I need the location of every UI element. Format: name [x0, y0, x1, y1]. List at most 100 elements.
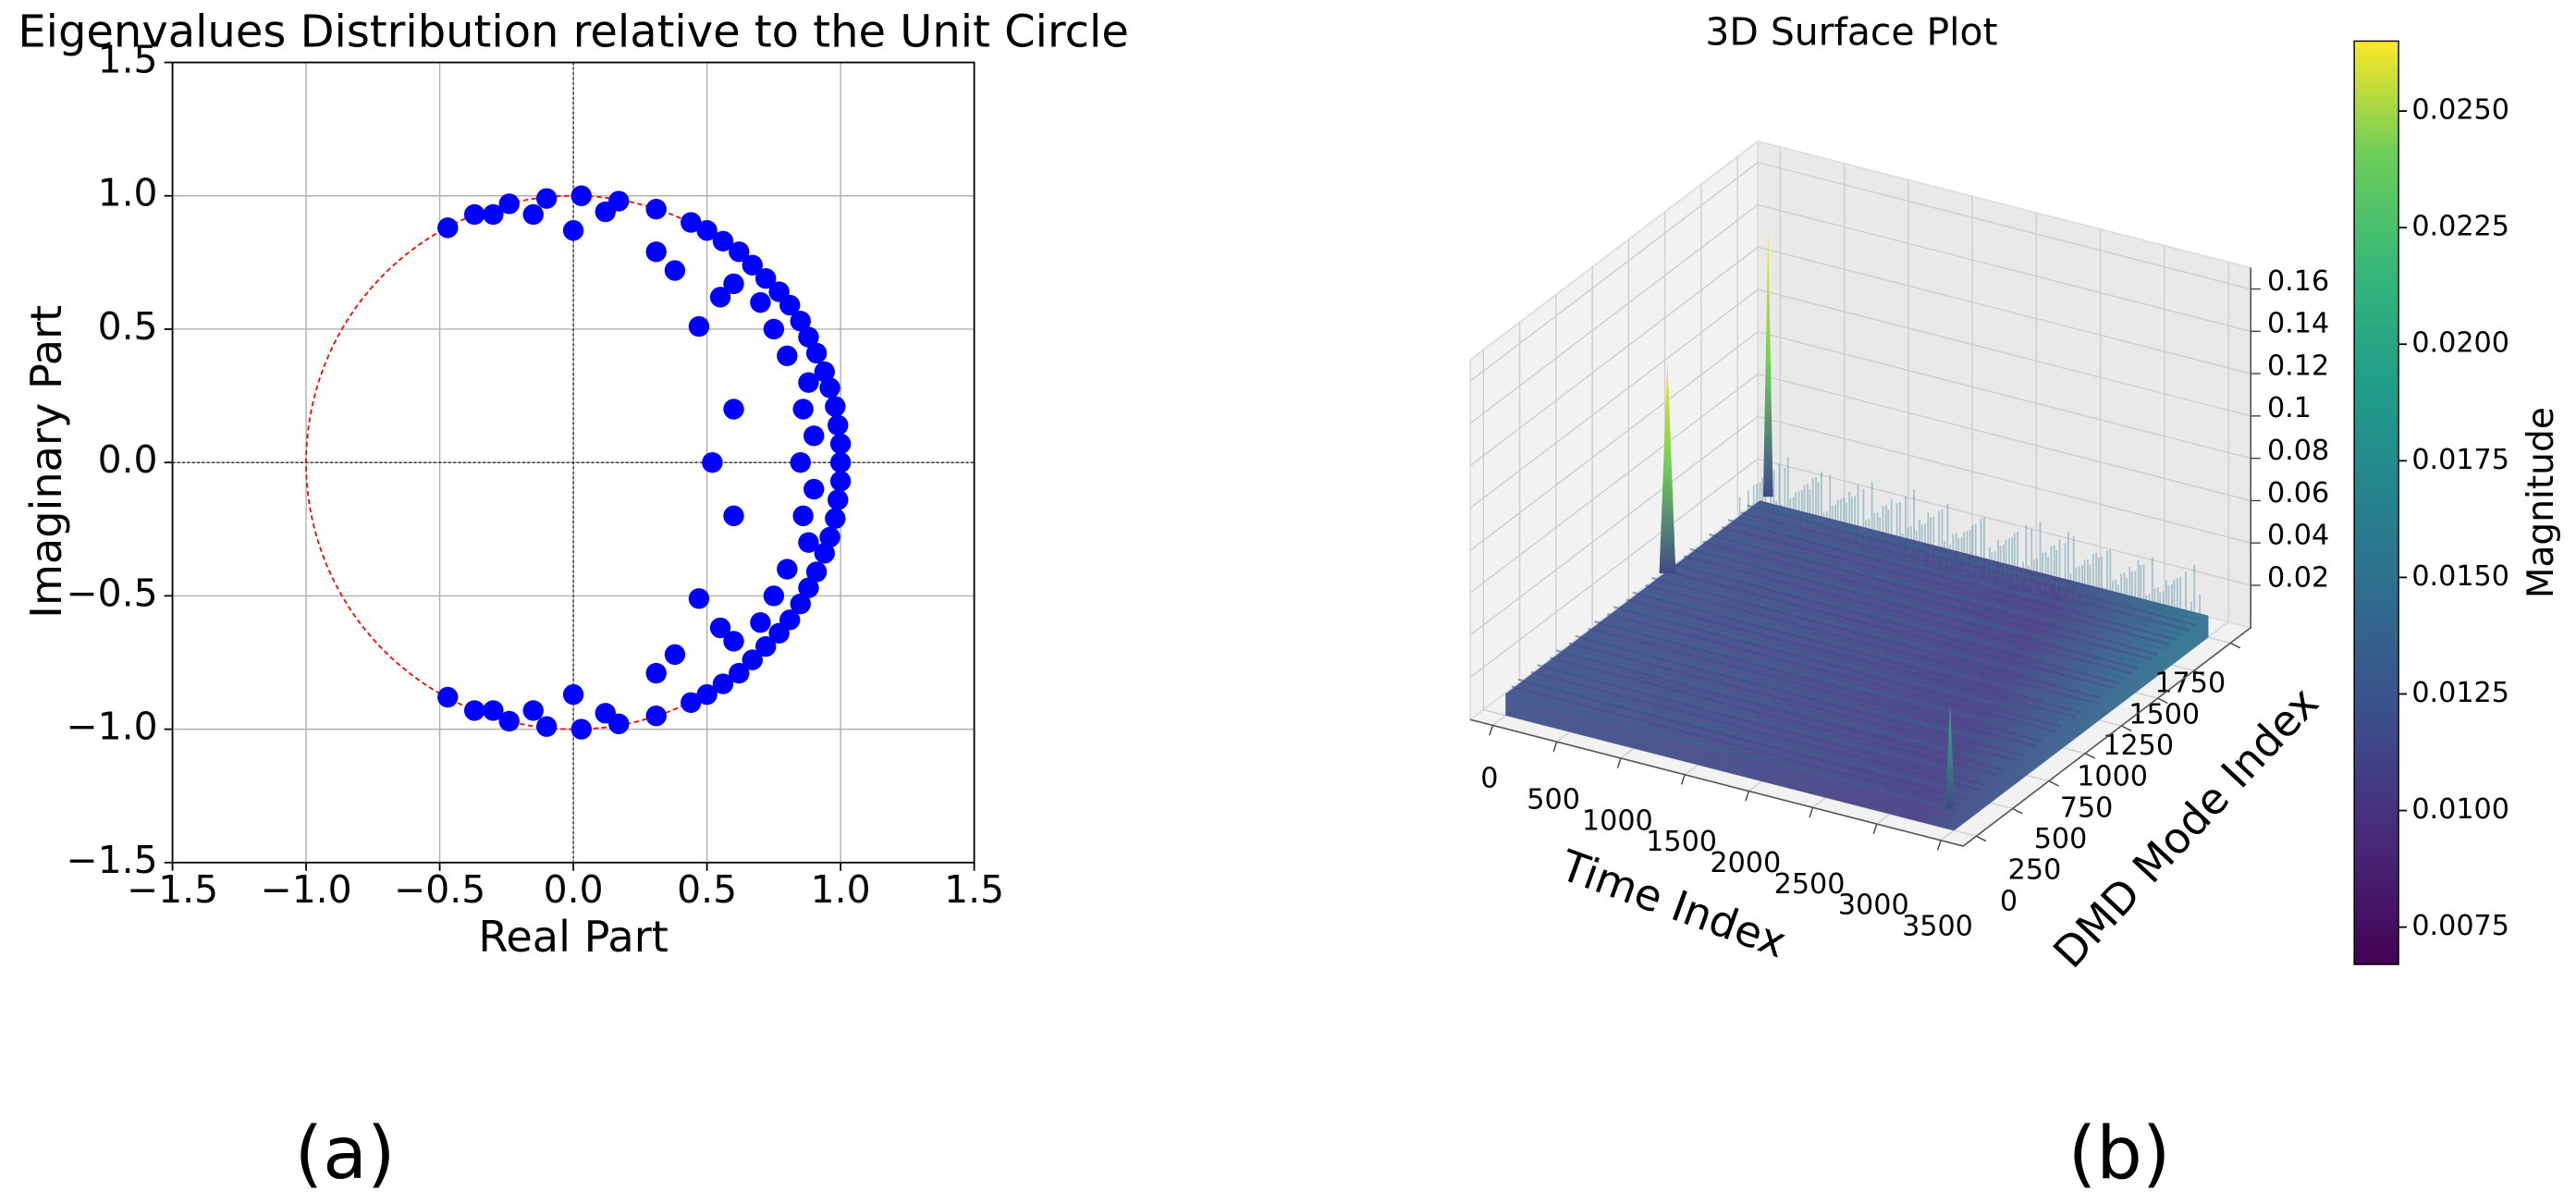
y-tick-label: 1750	[2154, 668, 2226, 700]
tick-mark	[1936, 840, 1942, 851]
colorbar-tick-label: 0.0175	[2411, 444, 2509, 476]
eigenvalue-point	[829, 433, 852, 455]
eigenvalue-point	[522, 700, 544, 721]
eigenvalue-point	[790, 311, 811, 332]
surface-streak	[1511, 685, 1961, 805]
surface-streak	[1550, 657, 1999, 777]
x-tick-label: 1500	[1646, 826, 1717, 858]
eigenvalue-point	[688, 315, 710, 338]
eigenvalue-point	[729, 241, 750, 263]
surface-streak	[1702, 540, 2152, 660]
eigenvalue-point	[595, 703, 616, 724]
eigenvalue-point	[681, 692, 702, 713]
eigenvalue-point	[688, 588, 710, 609]
eigenvalue-point	[755, 636, 777, 657]
surface-streak	[1607, 613, 2056, 733]
eigenvalue-point	[723, 399, 744, 420]
z-tick-label: 0.12	[2267, 350, 2329, 382]
y-tick-label: 0.0	[98, 437, 158, 482]
eigenvalue-point	[562, 683, 584, 706]
eigenvalue-point	[829, 471, 852, 492]
colorbar-tick-label: 0.0100	[2411, 793, 2509, 826]
surface-streak	[1714, 533, 2165, 651]
tick-mark	[1976, 835, 1987, 842]
surface-streak	[1638, 591, 2088, 709]
eigenvalue-point	[792, 505, 814, 527]
eigenvalue-point	[463, 700, 485, 721]
eigenvalue-point	[483, 203, 504, 226]
surface-streak	[1530, 670, 1981, 792]
x-tick-label: 1000	[1582, 804, 1653, 837]
eigenvalue-point	[750, 291, 771, 313]
eigenvalue-point	[819, 377, 840, 399]
eigenvalue-point	[723, 505, 744, 527]
eigenvalue-point	[798, 326, 819, 348]
surface-streak	[1740, 511, 2190, 632]
eigenvalue-point	[825, 396, 846, 417]
eigenvalue-point	[437, 686, 459, 708]
z-tick-label: 0.02	[2267, 561, 2329, 594]
eigenvalue-point	[742, 649, 763, 670]
grid-line	[1469, 415, 1759, 636]
eigenvalue-point	[696, 683, 718, 706]
plot-frame	[171, 61, 975, 864]
eigenvalue-point	[562, 220, 584, 241]
eigenvalue-point	[777, 559, 798, 580]
surface-streak	[1663, 570, 2114, 690]
surface-streak	[1625, 598, 2076, 718]
grid-line	[1469, 288, 1759, 509]
grid-line	[1757, 458, 2251, 586]
grid-line	[1757, 246, 2251, 374]
surface-streak	[1517, 678, 1968, 801]
tick-mark	[1616, 757, 1622, 768]
eigenvalue-point	[798, 577, 819, 598]
surface-streak	[1696, 547, 2145, 666]
eigenvalue-point	[709, 287, 731, 308]
grid-line	[1469, 374, 1759, 594]
tick-mark	[2157, 697, 2168, 705]
tick-mark	[2048, 780, 2059, 787]
eigenvalue-point	[792, 399, 814, 420]
x-tick-label: 2000	[1710, 847, 1781, 879]
grid-line	[1757, 331, 2251, 460]
surface-streak	[1581, 634, 2031, 753]
eigenvalue-point	[702, 451, 723, 473]
chart-title: 3D Surface Plot	[1705, 9, 1997, 54]
z-tick-label: 0.1	[2267, 392, 2312, 424]
tick-mark	[1680, 774, 1686, 785]
eigenvalue-point	[437, 217, 459, 239]
surface-streak	[1543, 664, 1993, 781]
z-tick-label: 0.06	[2267, 477, 2329, 509]
surface-streak	[1594, 620, 2043, 743]
surface-streak	[1721, 526, 2171, 646]
tick-mark	[1809, 807, 1814, 818]
grid-line	[1469, 331, 1759, 551]
tick-mark	[2084, 753, 2096, 759]
eigenvalue-point	[570, 185, 592, 206]
z-tick-label: 0.14	[2267, 308, 2329, 340]
tick-mark	[2121, 725, 2132, 731]
eigenvalue-point	[463, 203, 485, 226]
eigenvalue-point	[712, 230, 734, 252]
eigenvalue-point	[814, 361, 835, 383]
eigenvalue-point	[723, 631, 744, 652]
y-tick-label: 1.5	[98, 38, 158, 82]
tick-mark	[1872, 823, 1878, 834]
eigenvalue-point	[664, 260, 686, 281]
y-tick-label: 750	[2060, 792, 2114, 824]
eigenvalue-point	[498, 193, 520, 215]
surface-streak	[1619, 606, 2069, 723]
eigenvalue-point	[798, 532, 819, 553]
grid-line	[1469, 458, 1759, 679]
surface-streak	[1670, 562, 2120, 685]
eigenvalue-point	[825, 508, 846, 529]
colorbar-tick-label: 0.0125	[2411, 677, 2509, 709]
eigenvalue-point	[536, 188, 558, 209]
eigenvalue-point	[498, 710, 520, 732]
eigenvalue-point	[798, 372, 819, 393]
y-tick-label: 1500	[2128, 698, 2200, 730]
eigenvalue-point	[790, 593, 811, 615]
tick-mark	[1745, 791, 1750, 802]
eigenvalue-point	[779, 609, 801, 631]
eigenvalue-point	[750, 612, 771, 633]
